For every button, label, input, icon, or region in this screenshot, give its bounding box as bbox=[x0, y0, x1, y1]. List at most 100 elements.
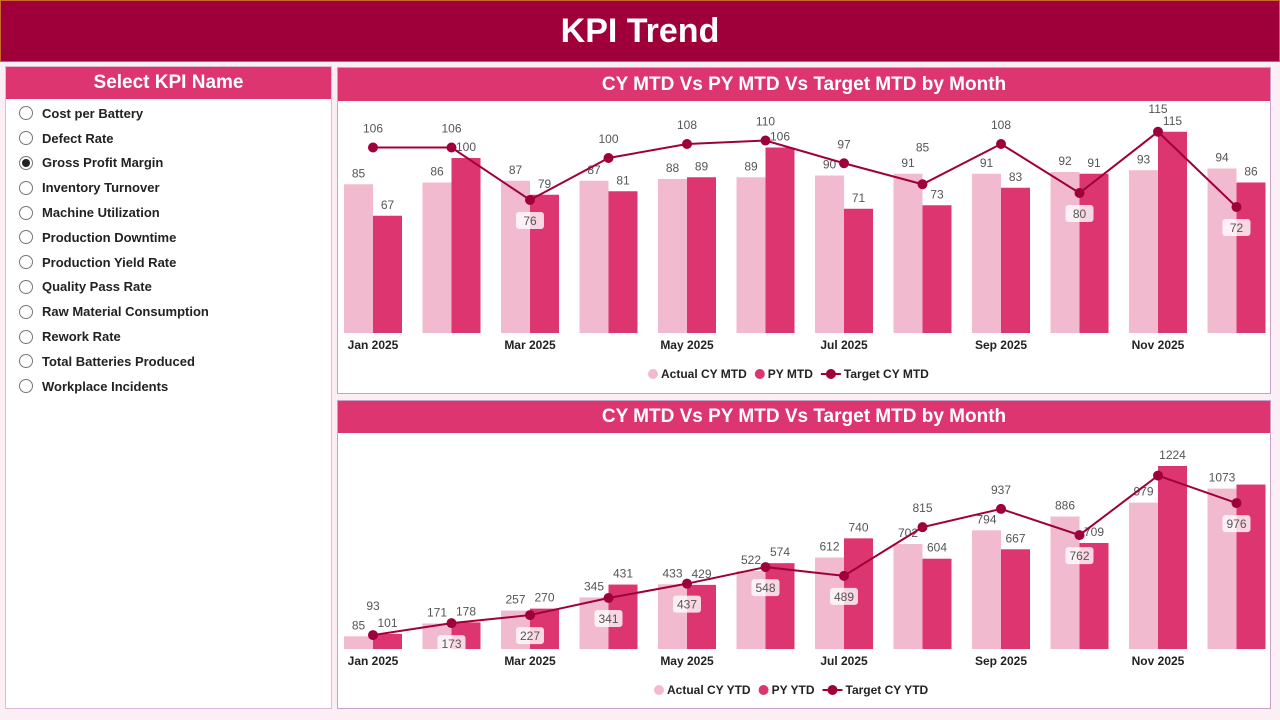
data-label-target: 108 bbox=[991, 118, 1011, 132]
radio-button[interactable] bbox=[19, 279, 33, 294]
bar-py bbox=[608, 191, 638, 333]
data-label-actual: 92 bbox=[1058, 154, 1072, 168]
kpi-option[interactable]: Inventory Turnover bbox=[19, 175, 331, 200]
kpi-option[interactable]: Total Batteries Produced bbox=[19, 349, 331, 374]
data-label-target: 937 bbox=[991, 483, 1011, 497]
mtd-chart: 85 67 Jan 2025 86 100 87 79 Mar 2025 87 81 88 89 May… bbox=[344, 102, 1266, 381]
radio-button[interactable] bbox=[19, 379, 33, 394]
legend-marker bbox=[825, 369, 836, 379]
kpi-option[interactable]: Production Yield Rate bbox=[19, 250, 331, 275]
data-label-target: 80 bbox=[1073, 207, 1087, 221]
target-point bbox=[996, 503, 1006, 514]
radio-button[interactable] bbox=[19, 230, 33, 245]
bar-py bbox=[922, 558, 952, 649]
legend-label: Target CY MTD bbox=[844, 367, 929, 381]
bar-actual bbox=[579, 180, 609, 333]
radio-button[interactable] bbox=[19, 155, 33, 170]
radio-button[interactable] bbox=[19, 255, 33, 270]
bar-actual bbox=[344, 184, 373, 333]
data-label-actual: 88 bbox=[666, 161, 680, 175]
data-label-actual: 522 bbox=[741, 553, 761, 567]
kpi-option[interactable]: Raw Material Consumption bbox=[19, 299, 331, 324]
target-line bbox=[372, 474, 1237, 637]
data-label-py: 73 bbox=[930, 187, 944, 201]
data-label-actual: 89 bbox=[744, 159, 758, 173]
kpi-option-label: Defect Rate bbox=[42, 130, 114, 146]
legend-marker bbox=[654, 685, 664, 695]
target-point bbox=[760, 562, 771, 573]
bar-py bbox=[1001, 187, 1030, 333]
kpi-option[interactable]: Quality Pass Rate bbox=[19, 275, 331, 300]
data-label-target: 108 bbox=[677, 118, 697, 132]
target-point bbox=[368, 142, 378, 153]
x-tick-label: Mar 2025 bbox=[504, 338, 556, 352]
data-label-py: 91 bbox=[1087, 156, 1101, 170]
data-label-target: 97 bbox=[837, 137, 851, 151]
data-label-target: 72 bbox=[1230, 221, 1244, 235]
data-label-py: 740 bbox=[848, 520, 868, 534]
page-title: KPI Trend bbox=[560, 11, 720, 50]
bar-actual bbox=[1129, 170, 1158, 333]
target-point bbox=[682, 578, 692, 589]
x-tick-label: Jan 2025 bbox=[348, 338, 399, 352]
target-point bbox=[525, 195, 535, 205]
kpi-option-label: Machine Utilization bbox=[42, 205, 160, 221]
radio-button[interactable] bbox=[19, 106, 33, 121]
bar-actual bbox=[972, 173, 1001, 333]
data-label-target: 762 bbox=[1069, 549, 1089, 563]
kpi-option-label: Total Batteries Produced bbox=[42, 353, 195, 369]
bar-actual bbox=[893, 173, 923, 333]
data-label-py: 89 bbox=[695, 159, 709, 173]
kpi-option[interactable]: Defect Rate bbox=[19, 126, 331, 151]
data-label-box bbox=[1222, 219, 1251, 236]
data-label-py: 431 bbox=[613, 567, 633, 581]
data-label-target: 437 bbox=[677, 598, 697, 612]
x-tick-label: Nov 2025 bbox=[1132, 338, 1185, 352]
kpi-option[interactable]: Rework Rate bbox=[19, 324, 331, 349]
data-label-actual: 794 bbox=[976, 512, 996, 526]
data-label-target: 489 bbox=[834, 590, 854, 604]
bar-py bbox=[687, 177, 716, 333]
data-label-py: 178 bbox=[456, 604, 476, 618]
data-label-actual: 1073 bbox=[1209, 471, 1236, 485]
bar-actual bbox=[422, 182, 452, 333]
bar-actual bbox=[658, 179, 687, 333]
target-point bbox=[917, 522, 928, 533]
data-label-actual: 87 bbox=[587, 163, 601, 177]
bar-actual bbox=[1207, 168, 1237, 333]
target-point bbox=[603, 593, 614, 604]
kpi-option[interactable]: Gross Profit Margin bbox=[19, 151, 331, 176]
bar-actual bbox=[893, 544, 923, 649]
bar-actual bbox=[815, 175, 844, 333]
bar-actual bbox=[972, 530, 1001, 649]
radio-button[interactable] bbox=[19, 304, 33, 319]
bar-py bbox=[1158, 131, 1187, 333]
slicer-title: Select KPI Name bbox=[6, 67, 331, 99]
radio-button[interactable] bbox=[19, 354, 33, 369]
data-label-target: 976 bbox=[1226, 517, 1246, 531]
ytd-chart-panel: CY MTD Vs PY MTD Vs Target MTD by Month … bbox=[337, 400, 1271, 709]
radio-button[interactable] bbox=[19, 329, 33, 344]
kpi-option[interactable]: Production Downtime bbox=[19, 225, 331, 250]
kpi-option-label: Inventory Turnover bbox=[42, 180, 160, 196]
radio-button[interactable] bbox=[19, 131, 33, 146]
legend-marker bbox=[758, 685, 769, 695]
target-point bbox=[525, 610, 535, 621]
legend-label: Actual CY MTD bbox=[661, 367, 747, 381]
data-label-actual: 85 bbox=[352, 166, 366, 180]
radio-button[interactable] bbox=[19, 180, 33, 195]
data-label-box bbox=[516, 212, 544, 229]
bar-py bbox=[844, 208, 873, 333]
kpi-option[interactable]: Machine Utilization bbox=[19, 200, 331, 225]
x-tick-label: Nov 2025 bbox=[1132, 654, 1185, 668]
radio-button[interactable] bbox=[19, 205, 33, 220]
data-label-actual: 94 bbox=[1215, 151, 1229, 165]
target-point bbox=[603, 153, 614, 163]
bar-py bbox=[1001, 549, 1030, 649]
kpi-option[interactable]: Workplace Incidents bbox=[19, 374, 331, 399]
bar-py bbox=[1158, 466, 1187, 649]
kpi-option[interactable]: Cost per Battery bbox=[19, 101, 331, 126]
target-point bbox=[1231, 202, 1242, 212]
data-label-target: 85 bbox=[916, 140, 930, 154]
legend-marker bbox=[827, 685, 838, 695]
